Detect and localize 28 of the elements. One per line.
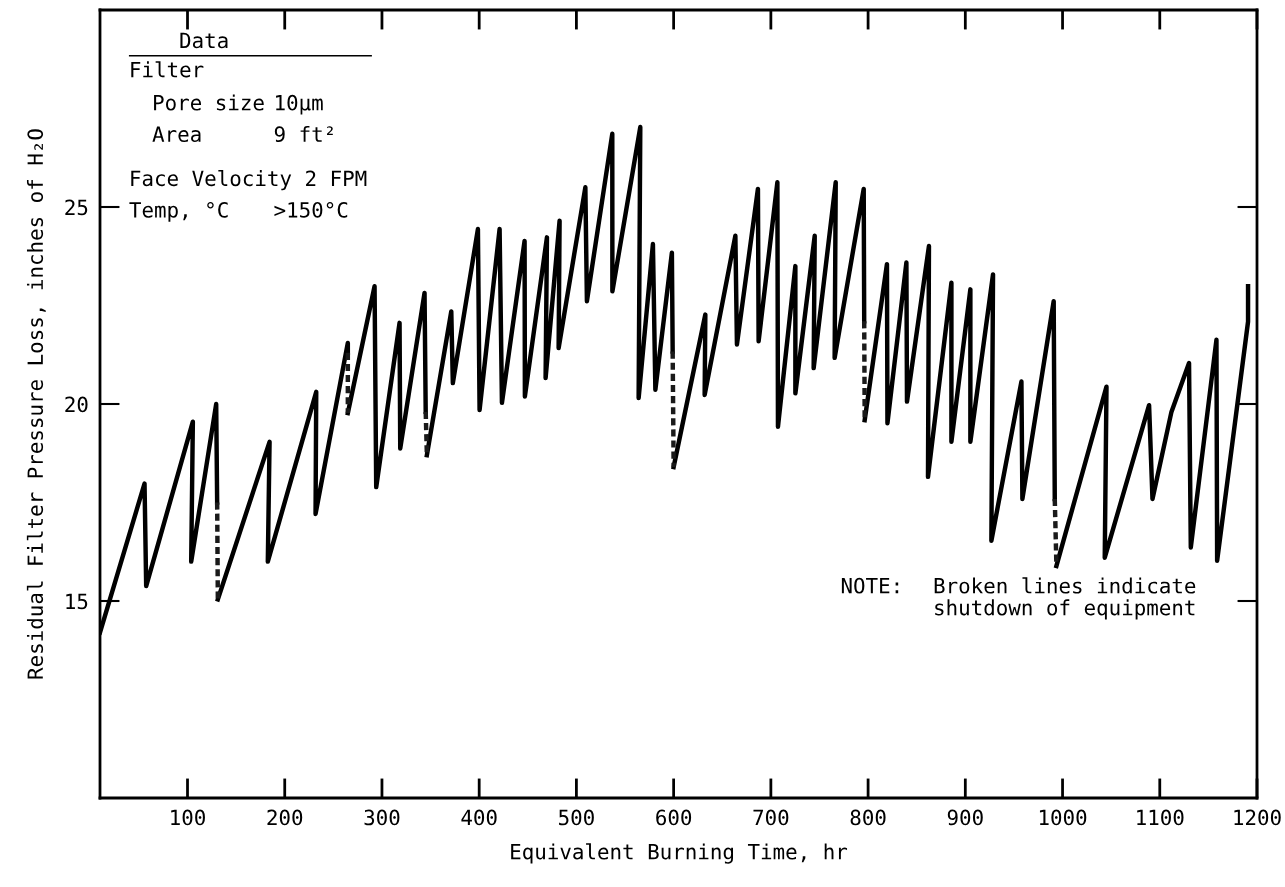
annotation: Broken lines indicate shutdown of equipment (934, 577, 1196, 620)
x-axis-title: Equivalent Burning Time, hr (511, 843, 848, 864)
x-tick-label: 1100 (1137, 809, 1184, 826)
x-tick-label: 700 (753, 809, 789, 826)
annotation: Pore size (154, 94, 264, 111)
x-tick-label: 500 (559, 809, 594, 826)
annotation: Data (180, 32, 228, 49)
annotation: NOTE: (841, 577, 899, 594)
annotation: Face Velocity 2 FPM (131, 169, 367, 191)
x-tick-label: 200 (267, 809, 303, 826)
x-tick-label: 400 (461, 809, 497, 826)
y-tick-label: 15 (66, 593, 88, 610)
annotation: Filter (131, 61, 204, 78)
x-tick-label: 900 (947, 809, 983, 826)
annotation: Temp, °C (129, 201, 228, 222)
x-tick-label: 800 (850, 809, 886, 826)
x-tick-label: 1200 (1234, 809, 1281, 826)
annotation: Area (152, 126, 201, 143)
y-axis-title: Residual Filter Pressure Loss, inches of H₂O (26, 129, 46, 679)
x-tick-label: 600 (656, 809, 692, 826)
x-tick-label: 1000 (1039, 809, 1087, 826)
x-tick-label: 300 (364, 809, 400, 826)
y-tick-label: 20 (65, 396, 88, 413)
annotation: >150°C (274, 201, 348, 218)
y-tick-label: 25 (65, 199, 88, 216)
annotation: 9 ft² (274, 125, 333, 143)
x-tick-label: 100 (171, 809, 205, 826)
annotation: 10μm (276, 94, 323, 115)
